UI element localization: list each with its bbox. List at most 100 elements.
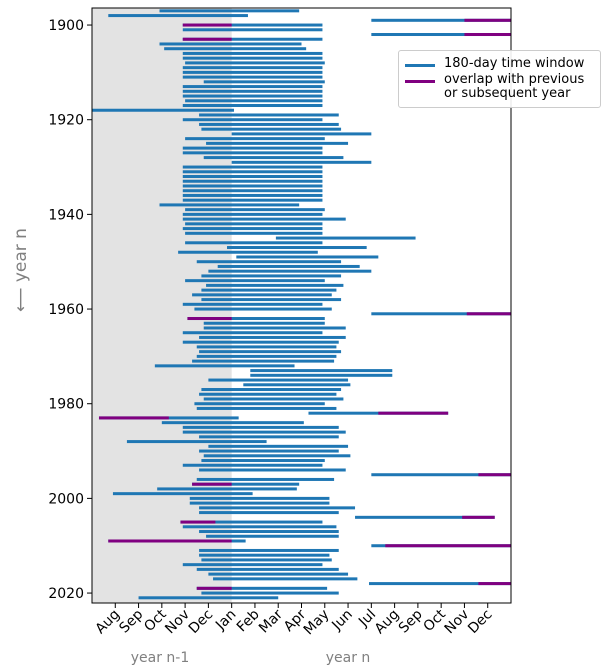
window-bar <box>199 553 330 557</box>
window-bar <box>182 463 323 467</box>
window-bar <box>182 525 337 529</box>
window-bar <box>182 70 323 74</box>
window-bar <box>355 515 495 519</box>
window-bar <box>159 42 302 46</box>
window-bar <box>182 189 323 193</box>
window-bar <box>201 388 342 392</box>
window-bar <box>182 430 346 434</box>
y-tick-label: 2020 <box>48 586 84 602</box>
window-bar <box>182 165 323 169</box>
window-bar <box>206 283 344 287</box>
y-tick-label: 1940 <box>48 207 84 223</box>
window-bar <box>250 369 393 373</box>
overlap-bar <box>464 33 511 37</box>
legend: 180-day time window overlap with previou… <box>398 50 601 108</box>
window-bar <box>203 80 325 84</box>
overlap-bar <box>98 416 169 420</box>
overlap-bar <box>385 544 511 548</box>
window-bar <box>206 141 349 145</box>
overlap-bar <box>182 37 232 41</box>
window-bar <box>164 47 307 51</box>
window-bar <box>369 582 511 586</box>
window-bar <box>196 354 337 358</box>
window-bar <box>192 359 335 363</box>
window-bar <box>187 317 325 321</box>
window-bar <box>182 146 323 150</box>
window-bar <box>199 511 339 515</box>
window-bar <box>182 179 323 183</box>
window-bar <box>196 406 337 410</box>
window-bar <box>178 250 318 254</box>
legend-label: 180-day time window <box>444 56 585 71</box>
window-bar <box>112 492 253 496</box>
window-bar <box>185 231 323 235</box>
x-tick-label: Jun <box>328 607 355 634</box>
window-bar <box>196 477 335 481</box>
window-bar <box>182 118 323 122</box>
window-bar <box>203 156 344 160</box>
y-tick-label: 2000 <box>48 491 84 507</box>
x-group-label: year n <box>326 650 371 666</box>
overlap-bar <box>464 18 511 22</box>
y-axis-label: ⟵ year n <box>11 228 31 312</box>
window-bar <box>199 506 356 510</box>
legend-entry: 180-day time window <box>405 57 594 71</box>
window-bar <box>185 241 323 245</box>
legend-entry: overlap with previous or subsequent year <box>405 73 594 101</box>
window-bar <box>138 596 279 600</box>
window-bar <box>182 331 323 335</box>
window-bar <box>196 345 337 349</box>
window-bar <box>185 222 323 226</box>
window-bar <box>182 151 323 155</box>
window-bar <box>208 378 349 382</box>
window-bar <box>196 260 342 264</box>
window-bar <box>199 335 346 339</box>
window-bar <box>208 572 349 576</box>
window-bar <box>182 170 323 174</box>
window-bar <box>199 350 342 354</box>
window-bar <box>201 558 332 562</box>
window-bar <box>371 33 511 37</box>
window-bar <box>161 421 304 425</box>
window-bar <box>194 402 325 406</box>
x-tick-label: Sep <box>396 606 426 636</box>
window-bar <box>126 440 267 444</box>
window-bar <box>206 534 339 538</box>
window-bar <box>208 269 372 273</box>
window-bar <box>201 274 342 278</box>
x-tick-label: Jan <box>212 607 239 634</box>
overlap-bar <box>478 473 511 477</box>
window-bar <box>203 397 344 401</box>
window-bar <box>231 160 372 164</box>
overlap-bar <box>187 317 232 321</box>
window-bar <box>182 23 323 27</box>
x-tick-label: Feb <box>234 606 263 635</box>
window-bar <box>182 425 339 429</box>
x-tick-label: Dec <box>465 607 495 637</box>
window-bar <box>185 137 325 141</box>
window-bar <box>213 577 358 581</box>
x-group-label: year n-1 <box>131 650 190 666</box>
window-bar <box>371 312 511 316</box>
window-bar <box>182 340 339 344</box>
window-bar <box>201 591 339 595</box>
window-bar <box>199 122 339 126</box>
y-tick-label: 1980 <box>48 397 84 413</box>
window-bar <box>371 473 511 477</box>
window-bar <box>199 435 339 439</box>
y-tick-label: 1960 <box>48 302 84 318</box>
window-bar <box>217 264 360 268</box>
window-bar <box>236 255 379 259</box>
y-tick-label: 1900 <box>48 18 84 34</box>
window-bar <box>180 520 323 524</box>
window-bar <box>201 459 325 463</box>
window-bar <box>182 28 323 32</box>
window-bar <box>189 501 330 505</box>
window-bar <box>182 51 323 55</box>
window-bar <box>208 444 349 448</box>
window-bar <box>182 212 323 216</box>
overlap-bar <box>478 582 511 586</box>
window-bar <box>182 75 323 79</box>
window-bar <box>159 203 300 207</box>
